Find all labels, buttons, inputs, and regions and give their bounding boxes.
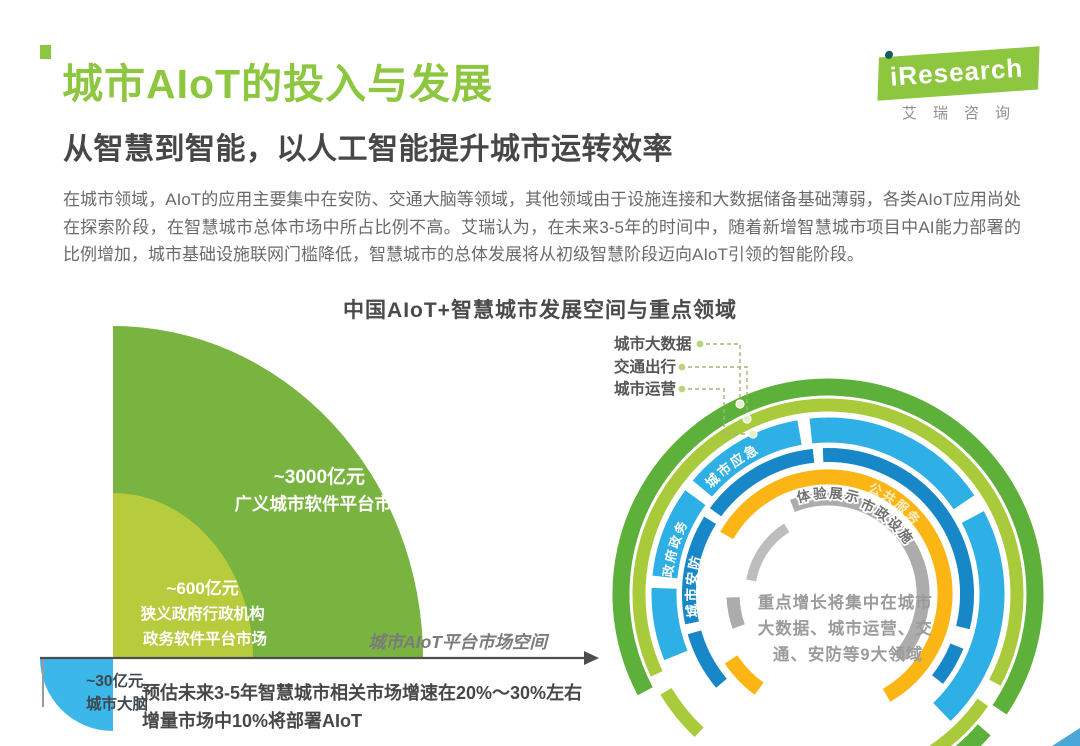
ring-light-green	[632, 398, 1024, 686]
radial-rings	[612, 378, 1044, 746]
ring-gray	[789, 492, 930, 662]
logo-banner: iResearch	[877, 46, 1041, 101]
callout-label-bigdata: 城市大数据	[614, 334, 692, 353]
ring-green-outer	[612, 378, 1044, 715]
callout-label-traffic: 交通出行	[614, 357, 677, 376]
callout-line-operation	[688, 388, 747, 435]
label-city-brain: ~30亿元 城市大脑	[86, 671, 148, 713]
ring-sky-blue	[809, 417, 975, 510]
label-broad-market: ~3000亿元 广义城市软件平台市场	[235, 465, 410, 514]
page-subtitle: 从智慧到智能，以人工智能提升城市运转效率	[63, 133, 673, 166]
callout-bullets	[678, 340, 704, 393]
ring-light-green	[929, 698, 989, 746]
axis-arrowhead	[584, 651, 599, 665]
ring-yellow	[724, 655, 764, 695]
callout-dot-2	[748, 429, 758, 439]
iresearch-logo: iResearch 艾瑞咨询	[874, 46, 1044, 123]
ring-blue	[681, 516, 717, 625]
ring-sky-blue	[933, 511, 1005, 721]
ring-blue	[822, 448, 974, 630]
corner-accent-square	[40, 45, 51, 59]
bullet-traffic	[678, 363, 686, 371]
slice-gov-admin-software	[113, 493, 253, 658]
bullet-operation	[678, 385, 686, 393]
axis-label: 城市AIoT平台市场空间	[368, 632, 549, 652]
ring-blue	[931, 643, 964, 684]
ring-gray	[726, 596, 745, 629]
slice-city-brain	[40, 658, 113, 731]
callout-line-traffic	[688, 366, 748, 413]
bullet-bigdata	[696, 340, 704, 348]
ring-light-green	[660, 687, 704, 737]
figure-title: 中国AIoT+智慧城市发展空间与重点领域	[343, 299, 737, 322]
forecast-note: 预估未来3-5年智慧城市相关市场增速在20%～30%左右 增量市场中10%将部署…	[142, 682, 587, 731]
label-gov-market: ~600亿元 狭义政府行政机构 政务软件平台市场	[140, 578, 270, 648]
growth-focus-note: 重点增长将集中在城市 大数据、城市运营、交 通、安防等9大领域	[758, 592, 939, 664]
ring-blue	[687, 630, 727, 688]
logo-brand-text: iResearch	[889, 52, 1025, 92]
intro-paragraph: 在城市领域，AIoT的应用主要集中在安防、交通大脑等领域，其他领域由于设施连接和…	[63, 190, 1021, 264]
market-size-quarter-chart: ~3000亿元 广义城市软件平台市场 ~600亿元 狭义政府行政机构 政务软件平…	[40, 326, 599, 731]
callout-dots	[735, 399, 758, 439]
callout-line-bigdata	[706, 343, 741, 398]
ring-sky-blue	[651, 587, 688, 661]
logo-i-dot-icon	[885, 50, 894, 60]
ring-sky-blue	[692, 420, 802, 497]
callout-dot-1	[742, 414, 752, 424]
ring-blue	[709, 448, 815, 517]
corner-decoration-triangle	[1052, 728, 1080, 746]
ring-gray-inner	[746, 523, 790, 582]
ring-green-outer	[955, 724, 991, 746]
callout-dot-0	[735, 399, 745, 409]
callout-label-operation: 城市运营	[614, 379, 676, 398]
page-title: 城市AIoT的投入与发展	[62, 61, 494, 107]
ring-sky-blue	[652, 490, 706, 579]
callout-lines	[688, 343, 748, 435]
ring-yellow	[720, 469, 953, 702]
logo-brand-chinese: 艾瑞咨询	[901, 105, 1026, 122]
